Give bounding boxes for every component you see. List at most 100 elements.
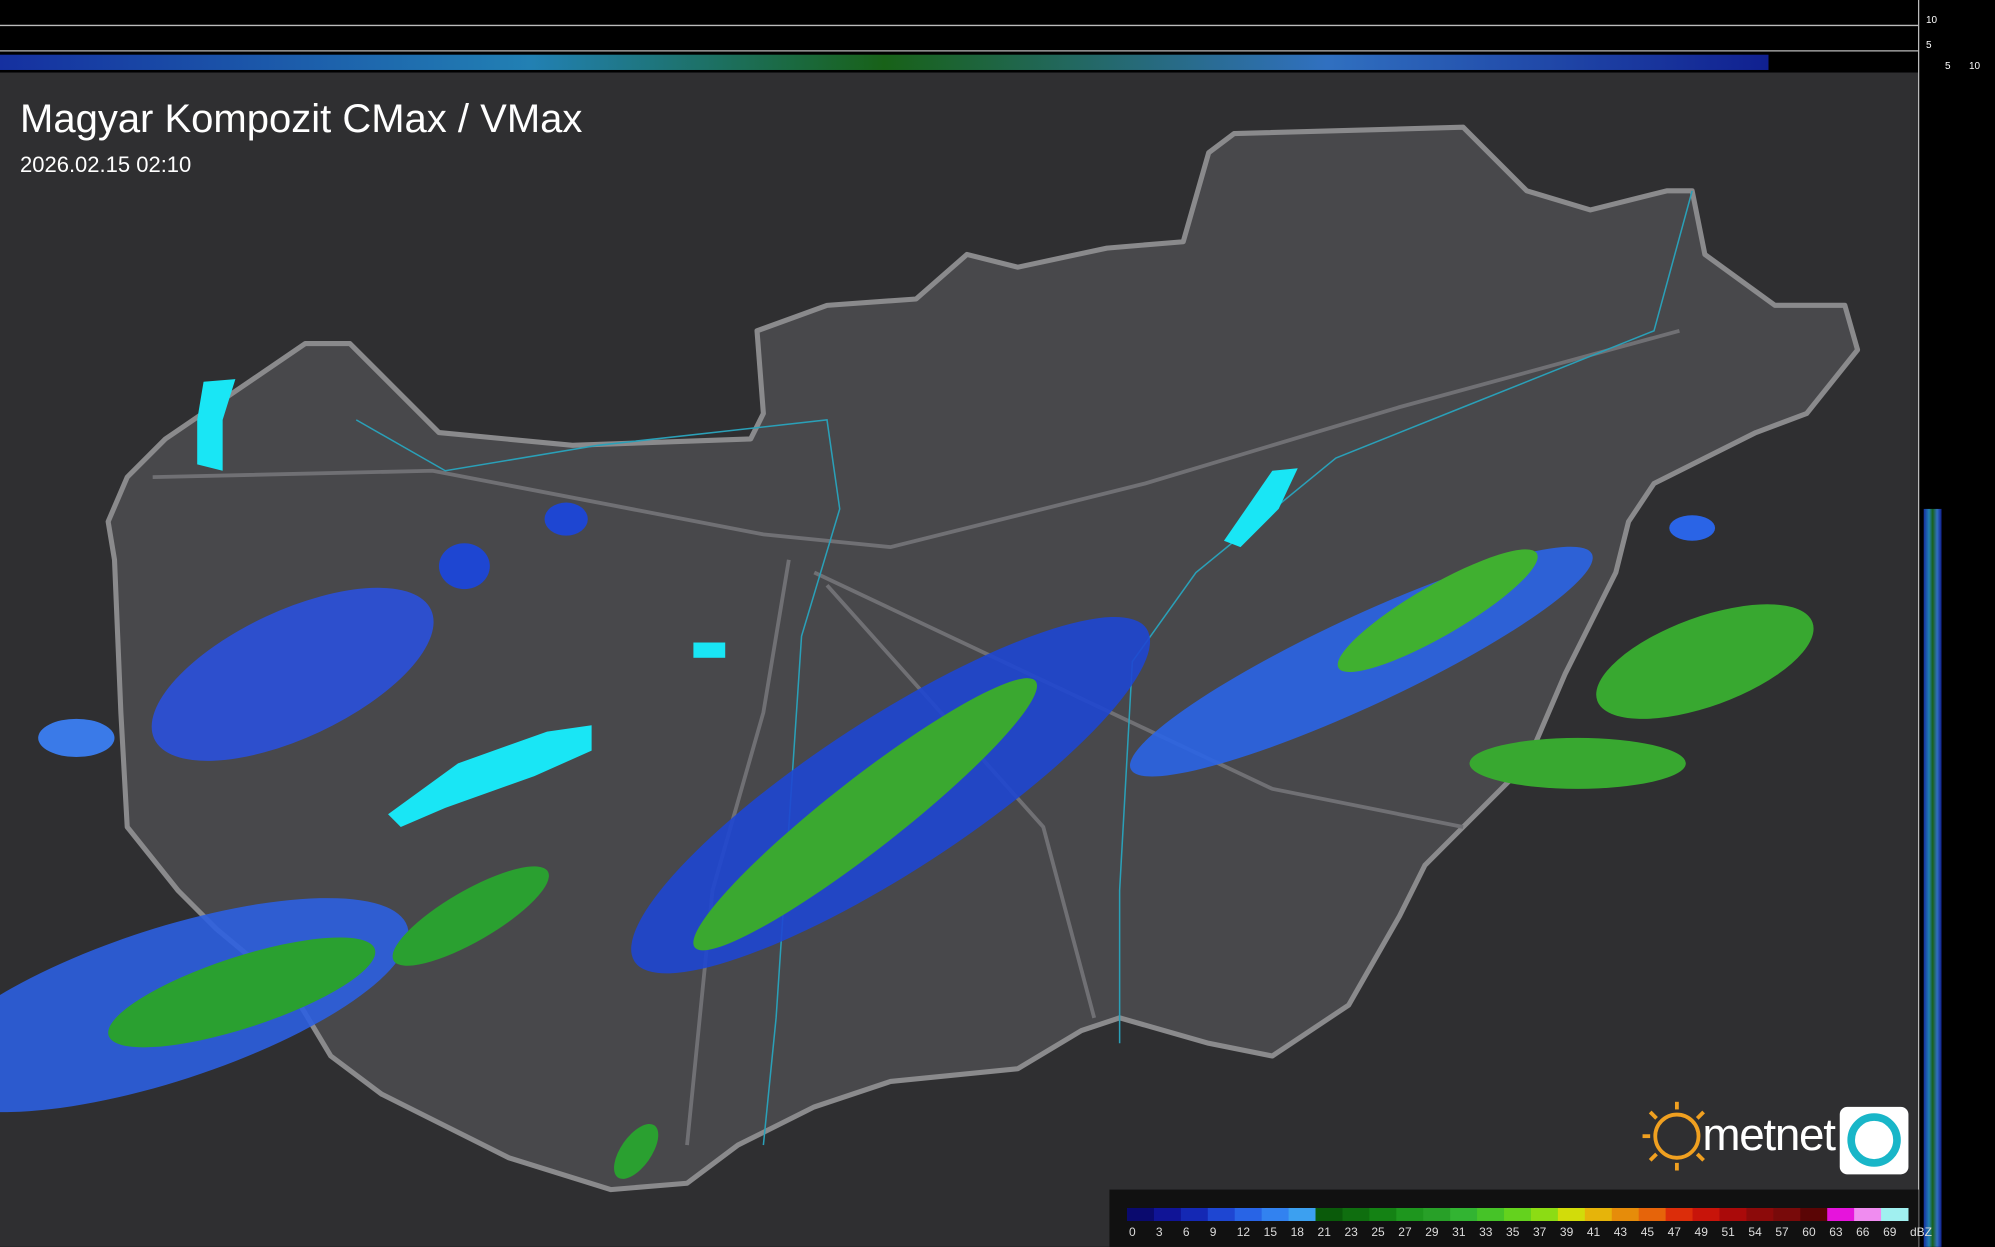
legend-swatch <box>1288 1208 1317 1221</box>
legend-label: 37 <box>1533 1225 1547 1239</box>
legend-label: 21 <box>1318 1225 1332 1239</box>
legend-swatch <box>1396 1208 1424 1221</box>
logo-sun <box>1642 1101 1705 1171</box>
legend-swatch <box>1530 1208 1559 1221</box>
cross-section-strip <box>0 54 1769 70</box>
legend-swatch <box>1692 1208 1720 1221</box>
legend-swatch <box>1504 1208 1532 1221</box>
legend-swatch <box>1234 1208 1263 1221</box>
legend-label: 27 <box>1398 1225 1412 1239</box>
legend-label: 35 <box>1506 1225 1520 1239</box>
legend-swatch <box>1827 1208 1855 1221</box>
legend-label: 33 <box>1479 1225 1493 1239</box>
legend-label: 3 <box>1156 1225 1163 1239</box>
timestamp: 2026.02.15 02:10 <box>20 152 191 177</box>
side-label: 10 <box>1969 61 1981 72</box>
side-strip <box>1923 508 1942 1247</box>
road <box>152 328 1680 550</box>
side-label: 5 <box>1945 61 1951 72</box>
legend-label: 9 <box>1210 1225 1217 1239</box>
lakes <box>197 379 1298 827</box>
legend-label: 45 <box>1641 1225 1655 1239</box>
legend-swatch <box>1584 1208 1613 1221</box>
side-label: 10 <box>1926 15 1938 26</box>
legend-label: 43 <box>1614 1225 1628 1239</box>
legend-swatch <box>1450 1208 1478 1221</box>
legend-swatch <box>1557 1208 1586 1221</box>
legend-label: 25 <box>1371 1225 1385 1239</box>
echo <box>1669 515 1716 541</box>
roads <box>152 328 1680 1146</box>
lake <box>388 725 592 827</box>
title: Magyar Kompozit CMax / VMax <box>20 97 582 141</box>
lake <box>693 642 726 658</box>
legend-label: 49 <box>1695 1225 1709 1239</box>
legend-swatch <box>1423 1208 1451 1221</box>
legend-swatch <box>1207 1208 1236 1221</box>
legend-swatch <box>1369 1208 1397 1221</box>
legend-label: 57 <box>1775 1225 1789 1239</box>
legend-unit: dBZ <box>1910 1225 1932 1239</box>
legend-swatch <box>1800 1208 1828 1221</box>
echo <box>151 587 434 761</box>
legend-swatch <box>1153 1208 1182 1221</box>
echo-core <box>392 866 549 966</box>
legend-label: 6 <box>1183 1225 1190 1239</box>
legend-label: 29 <box>1425 1225 1439 1239</box>
legend-label: 60 <box>1802 1225 1816 1239</box>
legend-swatch <box>1881 1208 1909 1221</box>
lake <box>197 379 236 471</box>
legend-swatch <box>1477 1208 1505 1221</box>
map-layer: metnet <box>0 0 1942 1247</box>
logo-swirl <box>1847 1113 1901 1167</box>
legend-label: 23 <box>1344 1225 1358 1239</box>
echo <box>544 502 588 536</box>
lake <box>1223 468 1298 548</box>
legend-swatch <box>1315 1208 1343 1221</box>
road <box>825 583 1097 1019</box>
echo-core <box>1337 549 1538 673</box>
legend-swatch <box>1719 1208 1747 1221</box>
legend-label: 63 <box>1829 1225 1843 1239</box>
echo-core <box>693 678 1038 951</box>
legend-label: 41 <box>1587 1225 1601 1239</box>
echo-core <box>1596 604 1814 719</box>
legend-swatch <box>1773 1208 1801 1221</box>
echo <box>38 718 115 758</box>
side-axis: 10 5 5 10 <box>1926 15 1981 72</box>
legend-label: 12 <box>1237 1225 1251 1239</box>
precipitation <box>0 502 1814 1179</box>
river <box>355 419 841 1146</box>
echo-core <box>614 1123 659 1179</box>
legend-label: 54 <box>1748 1225 1762 1239</box>
legend-swatch <box>1180 1208 1209 1221</box>
legend-label: 0 <box>1129 1225 1136 1239</box>
legend-swatch <box>1854 1208 1882 1221</box>
legend-swatch <box>1611 1208 1640 1221</box>
legend-swatch <box>1261 1208 1290 1221</box>
legend-swatch <box>1746 1208 1774 1221</box>
legend-label: 39 <box>1560 1225 1574 1239</box>
echo-core <box>108 937 376 1048</box>
legend: 0 3 6 9 12 15 18 21 23 25 27 29 31 33 35 37 39 41 43 45 47 49… <box>1127 1208 1932 1239</box>
legend-swatch <box>1638 1208 1667 1221</box>
echo-core <box>1469 737 1686 789</box>
legend-swatch <box>1665 1208 1694 1221</box>
road <box>685 559 791 1146</box>
legend-swatch <box>1342 1208 1370 1221</box>
legend-label: 51 <box>1721 1225 1735 1239</box>
legend-label: 18 <box>1291 1225 1305 1239</box>
legend-label: 66 <box>1856 1225 1870 1239</box>
logo: metnet <box>1642 1101 1909 1175</box>
road <box>813 570 1464 829</box>
side-label: 5 <box>1926 40 1932 51</box>
echo <box>438 543 490 590</box>
legend-label: 31 <box>1452 1225 1466 1239</box>
legend-label: 15 <box>1264 1225 1278 1239</box>
legend-label: 69 <box>1883 1225 1897 1239</box>
logo-text: metnet <box>1702 1109 1836 1160</box>
legend-label: 47 <box>1668 1225 1682 1239</box>
legend-swatch <box>1127 1208 1155 1221</box>
